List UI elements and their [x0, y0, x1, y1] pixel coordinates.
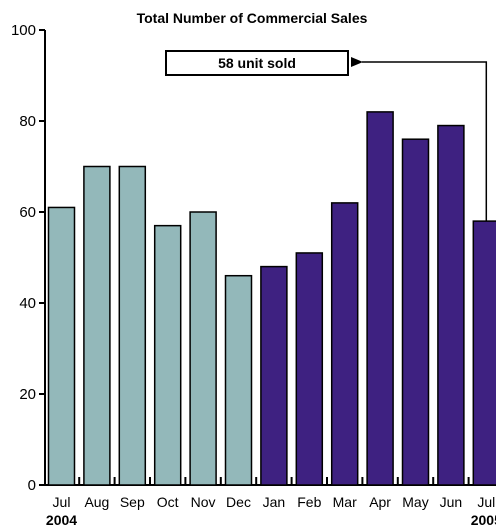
x-tick-label: Jan [263, 494, 286, 510]
bar [118, 165, 147, 486]
callout-text: 58 unit sold [218, 55, 296, 71]
year-label: 2004 [46, 512, 77, 528]
bar [189, 211, 217, 486]
x-tick-label: Sep [120, 494, 145, 510]
callout-arrow [351, 57, 488, 222]
bars-group [47, 111, 496, 486]
y-tick-label: 40 [19, 295, 36, 312]
bar [295, 252, 324, 486]
x-axis-labels: Jul Aug Sep Oct Nov Dec Jan Feb Mar Apr May Jun Jul 2… [46, 494, 496, 528]
y-tick-label: 100 [11, 22, 36, 39]
x-tick-label: May [402, 494, 428, 510]
callout-box [165, 50, 349, 76]
bar [472, 220, 496, 486]
x-tick-label: Dec [226, 494, 251, 510]
chart-title: Total Number of Commercial Sales [137, 10, 368, 26]
annotation-callout: 58 unit sold [165, 50, 488, 222]
x-tick-label: Jul [53, 494, 71, 510]
bar [153, 224, 182, 486]
x-tick-label: Jun [440, 494, 463, 510]
bar [224, 274, 253, 486]
bar [437, 124, 465, 486]
bar [401, 138, 430, 486]
x-tick-label: Mar [333, 494, 357, 510]
y-tick-label: 60 [19, 204, 36, 221]
y-tick-label: 0 [28, 477, 36, 494]
x-tick-label: Apr [369, 494, 391, 510]
x-tick-label: Feb [297, 494, 321, 510]
bar [260, 265, 288, 486]
bar [47, 206, 76, 486]
x-tick-label: Aug [84, 494, 109, 510]
bar [366, 111, 394, 486]
y-tick-label: 80 [19, 113, 36, 130]
x-tick-label: Jul [477, 494, 495, 510]
bar [330, 202, 359, 486]
y-tick-label: 20 [19, 386, 36, 403]
x-tick-label: Oct [157, 494, 179, 510]
x-tick-label: Nov [191, 494, 216, 510]
bar [83, 165, 111, 486]
